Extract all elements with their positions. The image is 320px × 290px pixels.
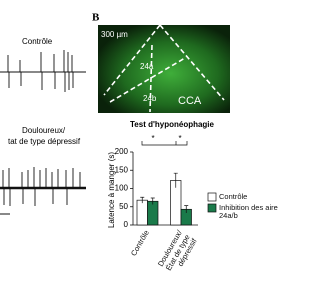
trace-label: Douloureux/ [22,126,66,135]
micrograph [98,25,230,113]
y-tick-label: 100 [115,184,129,193]
y-tick-label: 50 [119,202,128,211]
error-bar [140,196,145,204]
legend-swatch [207,192,217,202]
bar [147,200,159,226]
chart-title: Test d'hyponéophagie [130,120,215,129]
scale-label: 300 µm [101,30,128,39]
y-tick-label: 0 [124,220,129,229]
error-bar [150,197,155,205]
region-outline [103,24,225,113]
panel-label: B [92,12,100,24]
trace-label: tat de type dépressif [8,137,81,146]
trace [0,50,86,92]
y-tick-label: 200 [115,147,129,156]
figure: B Contrôle Douloureux/ tat de type dépre… [0,12,278,272]
trace [2,167,81,206]
legend-swatch [207,203,217,213]
trace-label: Contrôle [22,37,53,46]
chart: B Contrôle Douloureux/ tat de type dépre… [0,12,230,229]
region-label: 24a [140,62,154,71]
legend-label: Inhibition des aire 24a/b [219,202,278,220]
error-bar [173,172,178,188]
bar [136,199,148,226]
legend-label: Contrôle [219,191,248,201]
region-label: 24b [143,94,157,103]
region-label: CCA [178,95,202,107]
y-axis-label: Latence à manger (s) [107,152,116,228]
annotation: * [178,134,181,143]
error-bar [184,205,189,213]
annotation: * [151,134,154,143]
significance-bracket [141,141,188,146]
y-tick-label: 150 [115,165,129,174]
